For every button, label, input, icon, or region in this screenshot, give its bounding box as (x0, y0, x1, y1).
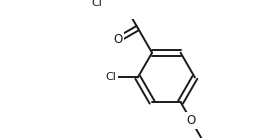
Text: O: O (113, 33, 122, 46)
Text: O: O (187, 114, 196, 127)
Text: Cl: Cl (105, 72, 116, 83)
Text: Cl: Cl (91, 0, 102, 8)
